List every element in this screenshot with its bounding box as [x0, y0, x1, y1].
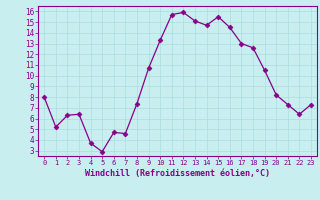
X-axis label: Windchill (Refroidissement éolien,°C): Windchill (Refroidissement éolien,°C) [85, 169, 270, 178]
